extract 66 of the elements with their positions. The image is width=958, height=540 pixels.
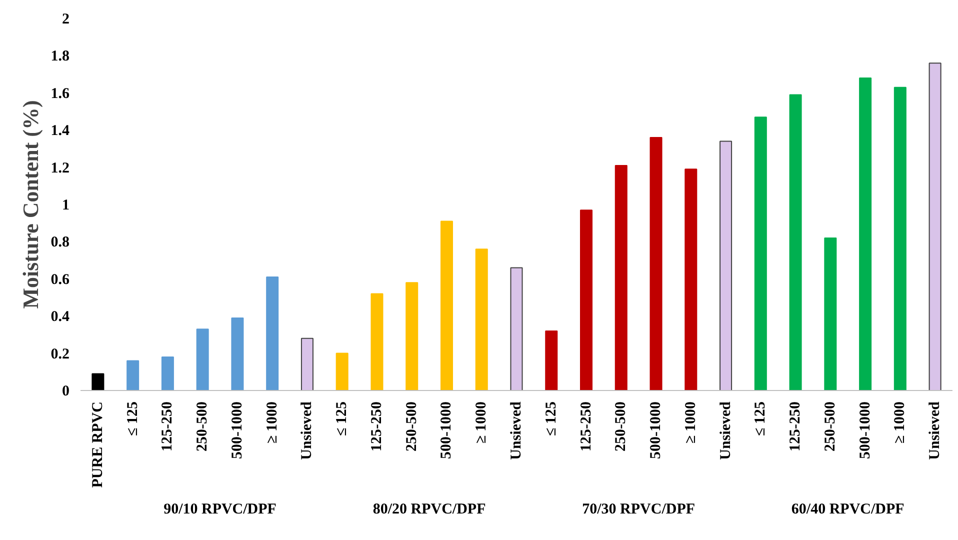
y-tick-label: 1.4 — [50, 123, 70, 140]
y-tick-label: 1.8 — [50, 48, 70, 65]
x-tick-label: ≥ 1000 — [474, 402, 490, 444]
bar — [650, 137, 662, 390]
x-tick-label: Unsieved — [718, 400, 734, 460]
x-tick-label: 500-1000 — [857, 401, 874, 459]
bar — [614, 164, 628, 390]
bar — [161, 356, 174, 390]
x-tick-label: Unsieved — [927, 400, 944, 460]
x-tick-label: 125-250 — [368, 401, 385, 452]
bar — [824, 237, 837, 390]
bar — [406, 282, 418, 390]
text: 70/30 RPVC/DPF — [582, 502, 696, 518]
bar — [510, 267, 523, 390]
x-tick-label: 500-1000 — [438, 401, 455, 459]
bar — [545, 330, 558, 390]
x-tick-label: ≥ 1000 — [264, 402, 280, 444]
text: 90/10 RPVC/DPF — [164, 502, 276, 518]
bar — [720, 140, 732, 390]
x-tick-label: ≤ 125 — [334, 402, 350, 436]
y-tick-label: 1.6 — [50, 86, 70, 102]
y-tick-label: 1 — [62, 198, 70, 214]
bar — [440, 220, 453, 390]
y-tick-label: 0.8 — [50, 234, 70, 251]
bar — [475, 248, 488, 390]
text: 60/40 RPVC/DPF — [791, 502, 904, 518]
x-tick-label: 250-500 — [613, 401, 630, 452]
x-tick-label: 500-1000 — [648, 401, 664, 459]
bar — [580, 210, 593, 390]
x-tick-label: ≤ 125 — [752, 402, 769, 436]
bar — [684, 168, 698, 390]
x-tick-label: 250-500 — [822, 401, 838, 452]
y-tick-label: 0.6 — [50, 272, 70, 288]
text: 80/20 RPVC/DPF — [372, 502, 486, 518]
x-tick-label: 250-500 — [404, 401, 420, 452]
x-tick-label: 125-250 — [578, 401, 594, 452]
bar — [928, 62, 942, 390]
x-tick-label: 125-250 — [160, 401, 176, 452]
x-tick-label: 500-1000 — [229, 401, 246, 459]
y-tick-label: 0 — [62, 384, 70, 400]
bar — [370, 293, 384, 390]
x-tick-label: ≥ 1000 — [682, 402, 699, 444]
bar — [859, 78, 872, 390]
bar — [300, 338, 314, 390]
bar — [196, 328, 209, 390]
bar — [894, 86, 906, 390]
x-tick-label: Unsieved — [508, 400, 524, 460]
bar — [754, 116, 767, 390]
x-tick-label: 250-500 — [194, 401, 211, 452]
bar — [231, 317, 244, 390]
bar — [92, 373, 104, 390]
bar — [126, 360, 140, 390]
y-tick-label: 2 — [62, 12, 70, 28]
x-tick-label: ≥ 1000 — [892, 402, 908, 444]
y-axis-title: Moisture Content (%) — [18, 100, 43, 309]
x-tick-label: ≤ 125 — [124, 402, 141, 436]
y-tick-label: 1.2 — [50, 160, 70, 176]
bar — [266, 276, 279, 390]
y-tick-label: 0.2 — [50, 346, 70, 362]
bar — [336, 352, 348, 390]
x-tick-label: ≤ 125 — [543, 402, 560, 436]
y-tick-label: 0.4 — [50, 309, 70, 326]
bar — [789, 94, 802, 390]
x-tick-label: Unsieved — [299, 400, 316, 460]
x-tick-label: 125-250 — [788, 401, 804, 452]
x-tick-label: PURE RPVC — [90, 401, 106, 488]
